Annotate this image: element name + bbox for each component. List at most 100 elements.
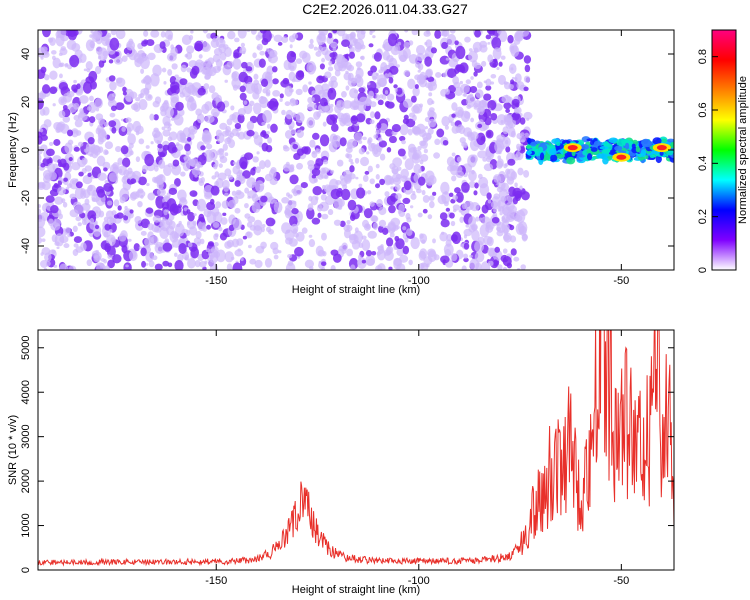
noise-dot — [207, 241, 215, 247]
noise-dot — [402, 197, 411, 205]
noise-dot — [399, 54, 407, 62]
noise-dot — [51, 249, 56, 254]
noise-dot — [459, 62, 469, 74]
noise-dot — [154, 165, 159, 172]
noise-dot — [66, 183, 73, 189]
noise-dot — [250, 30, 257, 35]
noise-dot — [519, 143, 524, 147]
noise-dot — [116, 77, 126, 88]
noise-dot — [369, 111, 376, 119]
noise-dot — [473, 47, 479, 54]
noise-dot — [448, 85, 456, 94]
noise-dot — [66, 90, 75, 98]
noise-dot — [140, 218, 150, 229]
noise-dot — [106, 200, 113, 206]
noise-dot — [498, 61, 503, 67]
noise-dot — [150, 30, 160, 38]
noise-dot — [177, 253, 184, 262]
noise-dot — [373, 52, 382, 62]
noise-dot — [511, 98, 520, 106]
noise-dot — [350, 115, 358, 125]
noise-dot — [514, 182, 518, 188]
noise-dot — [285, 204, 293, 211]
noise-dot — [394, 184, 401, 191]
noise-dot — [255, 166, 261, 174]
noise-dot — [268, 196, 275, 204]
noise-dot — [40, 56, 44, 60]
noise-dot — [140, 230, 147, 236]
noise-dot — [289, 174, 299, 185]
noise-dot — [45, 195, 55, 203]
noise-dot — [434, 30, 442, 39]
noise-dot — [521, 233, 528, 241]
noise-dot — [256, 151, 260, 155]
noise-dot — [363, 208, 373, 219]
noise-dot — [162, 129, 171, 137]
snr-series-line — [38, 330, 674, 567]
noise-dot — [174, 74, 179, 78]
band-blob — [661, 138, 668, 143]
noise-dot — [203, 184, 214, 198]
band-blob — [602, 156, 609, 165]
noise-dot — [430, 47, 437, 54]
noise-dot — [113, 56, 123, 65]
noise-dot — [459, 80, 463, 85]
noise-dot — [339, 137, 347, 147]
noise-dot — [311, 217, 321, 225]
noise-dot — [384, 73, 389, 80]
y-tick-label: 4000 — [20, 380, 32, 404]
noise-dot — [510, 130, 516, 138]
noise-dot — [384, 191, 390, 197]
noise-dot — [252, 156, 259, 163]
noise-dot — [458, 209, 463, 213]
noise-dot — [228, 199, 236, 209]
band-blob — [640, 138, 651, 147]
noise-dot — [439, 231, 449, 242]
noise-dot — [442, 72, 447, 78]
noise-dot — [247, 195, 251, 199]
noise-dot — [200, 217, 205, 223]
noise-dot — [128, 250, 138, 262]
noise-dot — [226, 263, 233, 270]
noise-dot — [103, 167, 108, 172]
noise-dot — [368, 90, 375, 99]
noise-dot — [227, 30, 236, 40]
noise-dot — [422, 208, 428, 214]
noise-dot — [466, 94, 476, 108]
noise-dot — [330, 265, 336, 270]
y-tick-label: 20 — [20, 96, 32, 108]
noise-dot — [377, 77, 388, 87]
noise-dot — [149, 73, 160, 87]
noise-dot — [425, 39, 433, 48]
noise-dot — [101, 131, 107, 138]
colorbar-tick-label: 0.2 — [697, 209, 709, 224]
noise-dot — [224, 251, 234, 263]
noise-dot — [42, 30, 51, 38]
noise-dot — [289, 65, 295, 70]
band-blob — [538, 146, 544, 153]
noise-dot — [185, 52, 193, 60]
noise-dot — [493, 175, 500, 183]
noise-dot — [68, 157, 73, 162]
noise-dot — [478, 176, 489, 189]
noise-dot — [94, 97, 103, 109]
noise-dot — [146, 182, 150, 187]
noise-dot — [487, 199, 492, 204]
noise-dot — [336, 30, 346, 37]
noise-dot — [186, 45, 195, 54]
noise-dot — [440, 255, 450, 264]
noise-dot — [279, 97, 283, 102]
noise-dot — [203, 83, 210, 90]
noise-dot — [171, 205, 182, 214]
noise-dot — [219, 122, 228, 130]
noise-dot — [427, 76, 435, 83]
noise-dot — [104, 242, 112, 253]
noise-dot — [479, 44, 488, 53]
noise-dot — [369, 201, 375, 207]
noise-dot — [40, 66, 47, 74]
noise-dot — [428, 195, 435, 201]
noise-dot — [388, 135, 397, 144]
noise-dot — [361, 235, 367, 240]
noise-dot — [121, 126, 126, 132]
noise-dot — [523, 55, 532, 64]
